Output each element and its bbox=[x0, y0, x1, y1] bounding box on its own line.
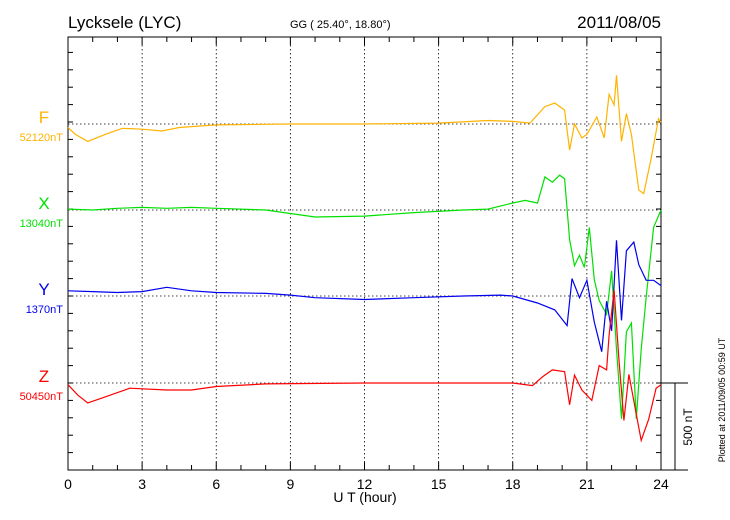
x-tick-label: 0 bbox=[64, 476, 72, 492]
series-line-y bbox=[67, 240, 662, 352]
x-tick-label: 18 bbox=[505, 476, 521, 492]
x-tick-label: 15 bbox=[431, 476, 447, 492]
x-axis-label: U T (hour) bbox=[333, 489, 396, 505]
series-baseline-f: 52120nT bbox=[20, 132, 64, 144]
x-tick-label: 3 bbox=[138, 476, 146, 492]
x-tick-label: 21 bbox=[579, 476, 595, 492]
series-baseline-z: 50450nT bbox=[20, 391, 64, 403]
series-name-y: Y bbox=[38, 280, 49, 299]
x-tick-label: 24 bbox=[653, 476, 669, 492]
station-title: Lycksele (LYC) bbox=[68, 13, 181, 32]
date-label: 2011/08/05 bbox=[577, 13, 661, 32]
x-tick-label: 6 bbox=[212, 476, 220, 492]
series-name-f: F bbox=[39, 108, 49, 127]
x-tick-label: 9 bbox=[286, 476, 294, 492]
scale-bar-label: 500 nT bbox=[681, 408, 695, 446]
series-baseline-y: 1370nT bbox=[26, 304, 64, 316]
series-baseline-x: 13040nT bbox=[20, 218, 64, 230]
plotted-timestamp: Plotted at 2011/09/05 00:59 UT bbox=[717, 337, 727, 462]
coordinates-label: GG ( 25.40°, 18.80°) bbox=[290, 19, 391, 31]
series-line-x bbox=[67, 174, 662, 419]
series-name-z: Z bbox=[39, 367, 49, 386]
series-line-z bbox=[67, 289, 662, 443]
series-line-f bbox=[67, 75, 662, 195]
x-tick-label: 12 bbox=[357, 476, 373, 492]
series-name-x: X bbox=[38, 194, 49, 213]
